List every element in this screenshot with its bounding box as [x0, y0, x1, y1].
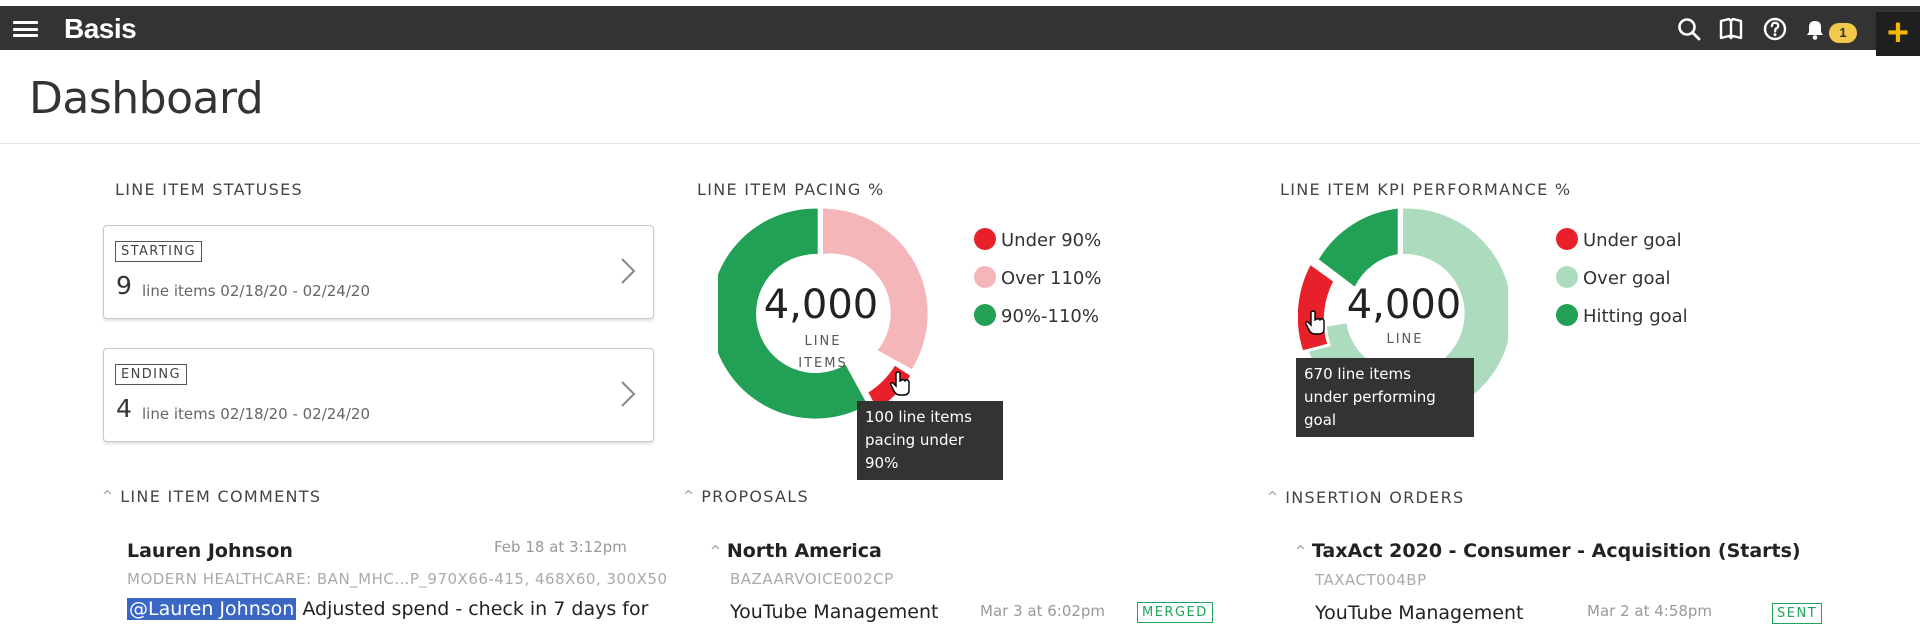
legend-dot: [974, 228, 996, 250]
proposal-group[interactable]: ^ North America: [710, 540, 882, 562]
collapse-caret-icon[interactable]: ^: [1295, 544, 1306, 559]
status-card-ending[interactable]: ENDING 4 line items 02/18/20 - 02/24/20: [103, 348, 654, 442]
kpi-segment-hitting-goal[interactable]: [1318, 208, 1398, 287]
comments-heading-label: LINE ITEM COMMENTS: [120, 487, 322, 506]
notification-badge[interactable]: 1: [1829, 23, 1857, 43]
pacing-segment-over-110[interactable]: [823, 208, 928, 370]
statuses-heading: LINE ITEM STATUSES: [115, 180, 303, 199]
status-badge-merged: MERGED: [1137, 602, 1213, 623]
pointer-hand-icon: [1305, 310, 1325, 335]
io-item-name[interactable]: YouTube Management: [1315, 602, 1524, 624]
pacing-segment-90-110[interactable]: [718, 208, 868, 419]
io-group[interactable]: ^ TaxAct 2020 - Consumer - Acquisition (S…: [1295, 540, 1801, 562]
pointer-hand-icon: [890, 371, 910, 396]
kpi-segment-under-goal[interactable]: [1298, 260, 1337, 354]
status-description: line items 02/18/20 - 02/24/20: [142, 405, 370, 423]
pacing-legend-under-90: Under 90%: [974, 228, 1102, 252]
kpi-total-label: LINE: [1386, 332, 1424, 347]
tooltip-line: pacing under 90%: [865, 431, 964, 472]
proposal-item-time: Mar 3 at 6:02pm: [980, 602, 1106, 620]
bell-icon[interactable]: [1802, 16, 1828, 42]
collapse-caret-icon[interactable]: ^: [102, 489, 115, 504]
pacing-legend-over-110: Over 110%: [974, 266, 1102, 290]
chevron-right-icon: [621, 258, 636, 284]
add-button[interactable]: +: [1876, 12, 1920, 56]
book-icon[interactable]: [1718, 16, 1744, 42]
insertion-orders-heading[interactable]: ^ INSERTION ORDERS: [1267, 488, 1464, 507]
top-nav-bar: Basis 1 +: [0, 6, 1920, 56]
pacing-heading: LINE ITEM PACING %: [697, 180, 885, 199]
comment-body: @Lauren Johnson Adjusted spend - check i…: [127, 598, 648, 620]
io-item-time: Mar 2 at 4:58pm: [1587, 602, 1713, 620]
legend-label: Over goal: [1583, 268, 1671, 289]
status-tag: STARTING: [115, 241, 202, 262]
title-divider: [0, 143, 1920, 144]
brand-logo[interactable]: Basis: [64, 13, 137, 44]
legend-dot: [1556, 228, 1578, 250]
io-code: TAXACT004BP: [1315, 571, 1427, 589]
kpi-legend-over-goal: Over goal: [1556, 266, 1671, 290]
proposal-group-label: North America: [726, 540, 882, 562]
legend-label: Hitting goal: [1583, 306, 1688, 327]
comment-mention[interactable]: @Lauren Johnson: [127, 598, 297, 620]
proposal-item-name[interactable]: YouTube Management: [730, 601, 939, 623]
collapse-caret-icon[interactable]: ^: [710, 544, 721, 559]
page-title: Dashboard: [29, 73, 264, 124]
legend-dot: [974, 304, 996, 326]
legend-label: Under 90%: [1001, 230, 1102, 251]
proposal-code: BAZAARVOICE002CP: [730, 570, 894, 588]
io-group-label: TaxAct 2020 - Consumer - Acquisition (St…: [1311, 540, 1801, 562]
status-description: line items 02/18/20 - 02/24/20: [142, 282, 370, 300]
kpi-heading: LINE ITEM KPI PERFORMANCE %: [1280, 180, 1572, 199]
comment-time: Feb 18 at 3:12pm: [494, 538, 627, 556]
hamburger-menu-icon[interactable]: [13, 21, 38, 37]
comment-context: MODERN HEALTHCARE: BAN_MHC…P_970X66-415,…: [127, 570, 668, 588]
pacing-total-label-1: LINE: [804, 334, 842, 349]
status-tag: ENDING: [115, 364, 187, 385]
pacing-legend-90-110: 90%-110%: [974, 304, 1099, 328]
help-icon[interactable]: [1762, 16, 1788, 42]
tooltip-line: under performing goal: [1304, 388, 1436, 429]
search-icon[interactable]: [1676, 16, 1702, 42]
legend-label: Under goal: [1583, 230, 1682, 251]
pacing-tooltip: 100 line items pacing under 90%: [857, 401, 1003, 480]
kpi-tooltip: 670 line items under performing goal: [1296, 358, 1474, 437]
proposals-heading[interactable]: ^ PROPOSALS: [683, 487, 809, 506]
kpi-legend-under-goal: Under goal: [1556, 228, 1682, 252]
legend-dot: [1556, 304, 1578, 326]
legend-dot: [1556, 266, 1578, 288]
status-card-starting[interactable]: STARTING 9 line items 02/18/20 - 02/24/2…: [103, 225, 654, 319]
proposals-heading-label: PROPOSALS: [701, 487, 809, 506]
status-badge-sent: SENT: [1772, 603, 1823, 624]
kpi-total: 4,000: [1346, 282, 1462, 328]
tooltip-line: 670 line items: [1304, 365, 1411, 383]
collapse-caret-icon[interactable]: ^: [1267, 490, 1280, 505]
status-count: 4: [116, 394, 132, 423]
comments-heading[interactable]: ^ LINE ITEM COMMENTS: [102, 487, 321, 506]
insertion-orders-heading-label: INSERTION ORDERS: [1285, 488, 1465, 507]
chevron-right-icon: [621, 381, 636, 407]
tooltip-line: 100 line items: [865, 408, 972, 426]
kpi-legend-hitting-goal: Hitting goal: [1556, 304, 1688, 328]
comment-author[interactable]: Lauren Johnson: [127, 540, 293, 562]
legend-dot: [974, 266, 996, 288]
comment-text: Adjusted spend - check in 7 days for: [296, 598, 649, 620]
status-count: 9: [116, 271, 132, 300]
pacing-total-label-2: ITEMS: [798, 356, 848, 371]
legend-label: Over 110%: [1001, 268, 1102, 289]
pacing-total: 4,000: [763, 282, 879, 328]
collapse-caret-icon[interactable]: ^: [683, 489, 696, 504]
legend-label: 90%-110%: [1001, 306, 1099, 327]
